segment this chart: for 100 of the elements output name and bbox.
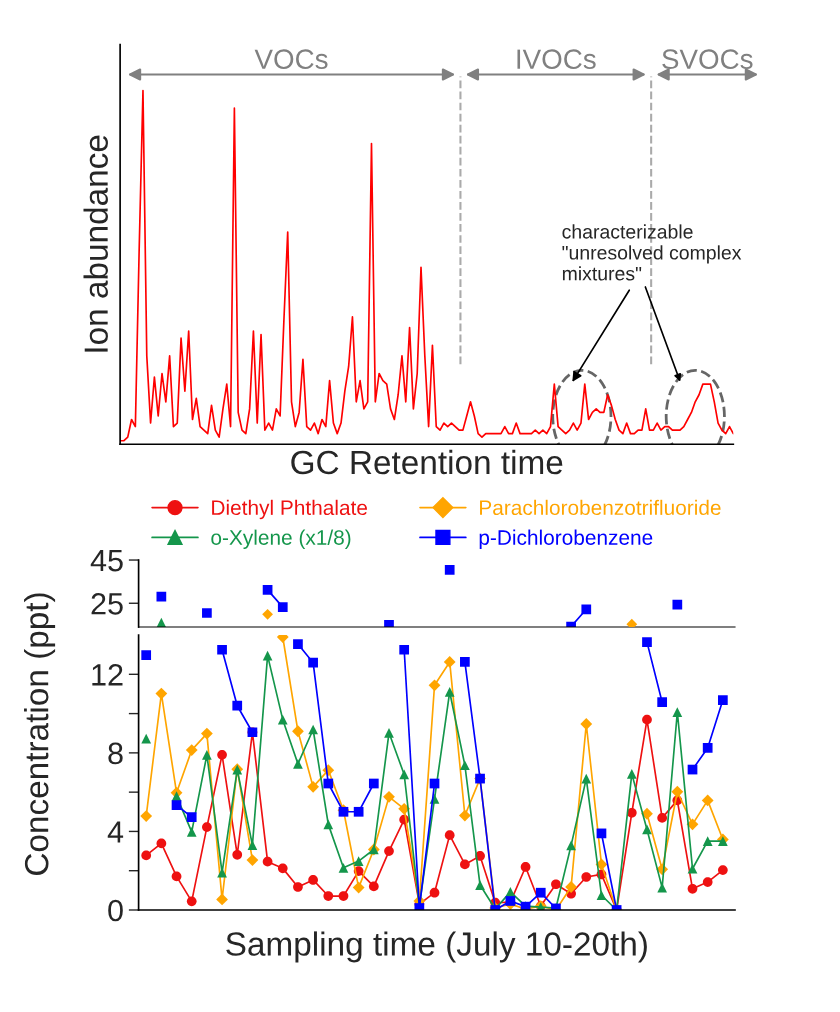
point bbox=[642, 714, 652, 725]
point bbox=[626, 769, 637, 779]
point bbox=[429, 887, 440, 898]
point bbox=[687, 883, 698, 894]
y-tick-label: 8 bbox=[108, 742, 123, 765]
point bbox=[262, 585, 273, 595]
y-tick-label: 0 bbox=[108, 899, 123, 922]
point bbox=[353, 856, 364, 866]
point bbox=[581, 604, 592, 615]
point bbox=[460, 760, 470, 771]
point bbox=[596, 890, 607, 901]
point bbox=[202, 822, 212, 832]
point bbox=[232, 849, 243, 860]
point bbox=[641, 807, 653, 820]
point bbox=[338, 891, 349, 901]
point bbox=[687, 863, 698, 874]
point bbox=[140, 810, 153, 822]
point bbox=[672, 599, 683, 610]
point bbox=[458, 809, 471, 822]
point bbox=[217, 749, 227, 760]
point bbox=[277, 863, 288, 874]
point bbox=[671, 785, 684, 798]
legend-label: Diethyl Phthalate bbox=[212, 499, 367, 520]
point bbox=[384, 846, 394, 856]
y-tick-label: 45 bbox=[90, 550, 123, 572]
point bbox=[308, 657, 318, 668]
point bbox=[368, 778, 379, 789]
point bbox=[293, 639, 303, 649]
point bbox=[581, 773, 592, 784]
point bbox=[277, 602, 288, 613]
point bbox=[444, 687, 455, 697]
legend-label: p-Dichlorobenzene bbox=[479, 529, 653, 550]
x-axis-title: Sampling time (July 10-20th) bbox=[226, 931, 647, 963]
annotation: characterizable "unresolved complex mixtures" bbox=[562, 224, 742, 281]
point bbox=[186, 826, 197, 837]
point bbox=[581, 872, 592, 882]
point bbox=[246, 854, 259, 866]
point bbox=[657, 813, 668, 823]
point bbox=[535, 887, 546, 898]
point bbox=[551, 879, 561, 890]
point bbox=[262, 608, 273, 620]
point bbox=[460, 859, 470, 870]
point bbox=[686, 818, 699, 831]
point bbox=[141, 650, 152, 660]
text: IVOCs bbox=[517, 49, 596, 70]
point bbox=[156, 838, 167, 849]
point bbox=[352, 881, 365, 894]
point bbox=[262, 856, 273, 867]
point bbox=[323, 778, 334, 789]
point bbox=[338, 862, 349, 873]
point bbox=[323, 819, 334, 830]
legend-label: Parachlorobenzotrifluoride bbox=[480, 499, 721, 516]
point bbox=[428, 679, 441, 692]
point bbox=[657, 697, 668, 708]
legend-label: o-Xylene (x1/8) bbox=[211, 529, 351, 550]
point bbox=[702, 877, 713, 887]
point bbox=[202, 749, 212, 760]
point bbox=[307, 780, 320, 793]
point bbox=[185, 744, 198, 757]
point bbox=[141, 850, 152, 861]
point bbox=[475, 880, 485, 890]
point bbox=[626, 618, 638, 628]
point bbox=[520, 862, 531, 872]
y-axis-title: Concentration (ppt) bbox=[24, 593, 56, 875]
point bbox=[293, 759, 303, 769]
point bbox=[718, 695, 728, 705]
y-tick-label: 12 bbox=[92, 664, 123, 686]
y-axis-title: Ion abundance bbox=[83, 135, 108, 352]
point bbox=[702, 836, 713, 846]
point bbox=[201, 727, 213, 740]
y-tick-label: 25 bbox=[91, 593, 123, 615]
point bbox=[277, 714, 288, 725]
point bbox=[141, 733, 152, 744]
point bbox=[580, 718, 593, 730]
point bbox=[702, 743, 713, 753]
text: SVOCs bbox=[662, 49, 753, 70]
point bbox=[443, 656, 456, 668]
point bbox=[171, 871, 182, 882]
x-axis-title: GC Retention time bbox=[291, 449, 563, 475]
point bbox=[383, 790, 395, 803]
point bbox=[672, 707, 683, 717]
point bbox=[384, 727, 394, 738]
point bbox=[399, 769, 410, 780]
point bbox=[247, 840, 258, 851]
point bbox=[701, 794, 714, 807]
point bbox=[444, 830, 455, 841]
point bbox=[292, 725, 304, 738]
point bbox=[217, 644, 227, 655]
point bbox=[323, 891, 334, 901]
y-tick-label: 4 bbox=[107, 821, 124, 843]
point bbox=[308, 724, 318, 735]
point bbox=[293, 882, 303, 892]
point bbox=[642, 637, 652, 647]
point bbox=[399, 644, 410, 655]
point bbox=[186, 812, 197, 822]
point bbox=[566, 840, 576, 851]
point bbox=[186, 896, 197, 907]
point bbox=[308, 875, 318, 885]
point bbox=[718, 865, 728, 875]
point bbox=[202, 608, 212, 618]
